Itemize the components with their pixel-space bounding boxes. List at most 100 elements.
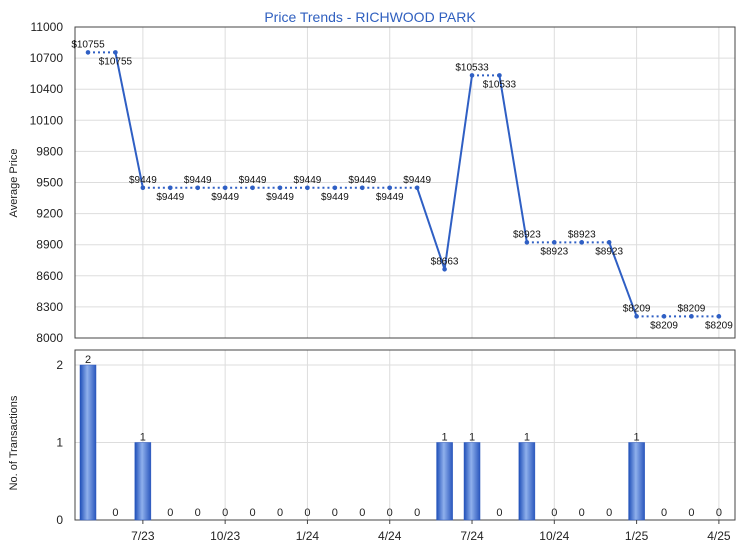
x-tick-label: 4/25	[707, 529, 731, 543]
price-line-segment	[498, 75, 528, 243]
bar-value-label: 0	[387, 507, 393, 519]
price-point	[552, 240, 557, 245]
transaction-bar	[79, 364, 97, 521]
transactions-y-tick-label: 2	[56, 358, 63, 372]
price-point	[579, 240, 585, 245]
price-y-tick-label: 10700	[30, 51, 64, 65]
price-data-label: $10533	[455, 62, 489, 73]
price-data-label: $8209	[650, 320, 678, 331]
price-line-segment	[114, 52, 144, 188]
price-data-label: $9449	[348, 175, 376, 186]
bar-value-label: 0	[304, 507, 310, 519]
price-y-tick-label: 10100	[30, 113, 64, 127]
price-point	[469, 73, 475, 78]
price-data-label: $10755	[71, 39, 105, 50]
price-line-segment	[416, 187, 446, 270]
price-point	[113, 50, 118, 55]
transaction-bars: 2 0 1 0 0 0 0 0 0 0 0 0 0 1 1 0 1 0 0 0 1 0 0 0	[79, 354, 722, 521]
bar-value-label: 0	[195, 507, 201, 519]
price-data-label: $10755	[99, 56, 133, 67]
price-point	[524, 240, 530, 245]
x-tick-label: 4/24	[378, 529, 402, 543]
x-tick-label: 1/24	[296, 529, 320, 543]
price-point	[195, 185, 201, 191]
price-point	[497, 73, 502, 78]
price-data-label: $10533	[483, 79, 517, 90]
bar-value-label: 0	[551, 507, 557, 519]
price-data-label: $9449	[321, 192, 349, 203]
bar-value-label: 0	[277, 507, 283, 519]
price-plot-frame	[74, 26, 736, 339]
price-point	[716, 314, 722, 319]
price-y-tick-label: 8900	[36, 238, 63, 252]
price-point	[387, 185, 393, 191]
bar-value-label: 0	[222, 507, 228, 519]
x-tick-label: 1/25	[625, 529, 649, 543]
bar-value-label: 1	[634, 432, 640, 444]
x-tick-label: 10/24	[539, 529, 569, 543]
price-data-label: $8923	[595, 246, 623, 257]
transaction-bar	[436, 442, 453, 521]
x-tick-label: 7/23	[131, 529, 155, 543]
price-data-label: $8209	[623, 303, 651, 314]
price-y-tick-label: 9500	[36, 176, 63, 190]
x-tick-label: 7/24	[460, 529, 484, 543]
price-line-segment	[443, 75, 474, 270]
price-point	[689, 314, 694, 319]
price-point	[360, 185, 365, 191]
transaction-bar	[518, 442, 536, 521]
bar-value-label: 1	[442, 432, 448, 444]
transactions-plot-frame	[74, 349, 736, 521]
bar-value-label: 0	[579, 507, 585, 519]
price-y-tick-label: 8600	[36, 269, 63, 283]
price-data-label: $8923	[568, 229, 596, 240]
transactions-y-ticks: 0 1 2	[56, 358, 63, 527]
price-point	[85, 50, 91, 55]
bar-value-label: 0	[332, 507, 338, 519]
price-point	[250, 185, 255, 191]
bar-value-label: 0	[688, 507, 694, 519]
price-data-label: $9449	[211, 192, 239, 203]
price-data-label: $9449	[156, 192, 184, 203]
price-point	[661, 314, 667, 319]
price-y-tick-label: 11000	[31, 20, 64, 34]
bar-value-label: 2	[85, 354, 91, 366]
price-line-segment	[608, 241, 638, 317]
price-gridlines	[75, 26, 735, 339]
bar-value-label: 0	[661, 507, 667, 519]
price-data-label: $8209	[705, 320, 733, 331]
price-y-tick-label: 9800	[36, 144, 63, 158]
x-axis-ticks: 7/23 10/23 1/24 4/24 7/24 10/24 1/25 4/25	[131, 520, 731, 543]
transaction-bar	[134, 442, 152, 521]
transactions-y-tick-label: 0	[56, 513, 63, 527]
chart-title: Price Trends - RICHWOOD PARK	[264, 9, 476, 25]
bar-value-label: 0	[496, 507, 502, 519]
price-data-label: $8209	[678, 303, 706, 314]
price-point	[606, 240, 612, 245]
transactions-y-tick-label: 1	[56, 436, 63, 450]
x-tick-label: 10/23	[210, 529, 240, 543]
price-data-label: $8663	[431, 256, 459, 267]
price-data-label: $9449	[184, 175, 212, 186]
price-data-label: $9449	[239, 175, 267, 186]
bar-value-label: 0	[167, 507, 173, 519]
price-point	[414, 185, 420, 191]
price-y-ticks: 8000 8300 8600 8900 9200 9500 9800 10100 10400 10…	[30, 20, 64, 345]
price-y-tick-label: 10400	[30, 82, 64, 96]
price-point	[305, 185, 310, 191]
price-point	[167, 185, 173, 191]
price-data-label: $9449	[403, 175, 431, 186]
bar-value-label: 1	[469, 432, 475, 444]
price-line: $10755$10755$9449$9449$9449$9449$9449$94…	[71, 39, 733, 331]
price-point	[442, 266, 447, 272]
price-y-tick-label: 8000	[36, 331, 63, 345]
price-point	[222, 185, 228, 191]
bar-value-label: 0	[359, 507, 365, 519]
price-point	[277, 185, 283, 191]
price-point	[332, 185, 338, 191]
transaction-bar	[463, 442, 481, 521]
bar-value-label: 1	[524, 432, 530, 444]
price-data-label: $8923	[540, 246, 568, 257]
